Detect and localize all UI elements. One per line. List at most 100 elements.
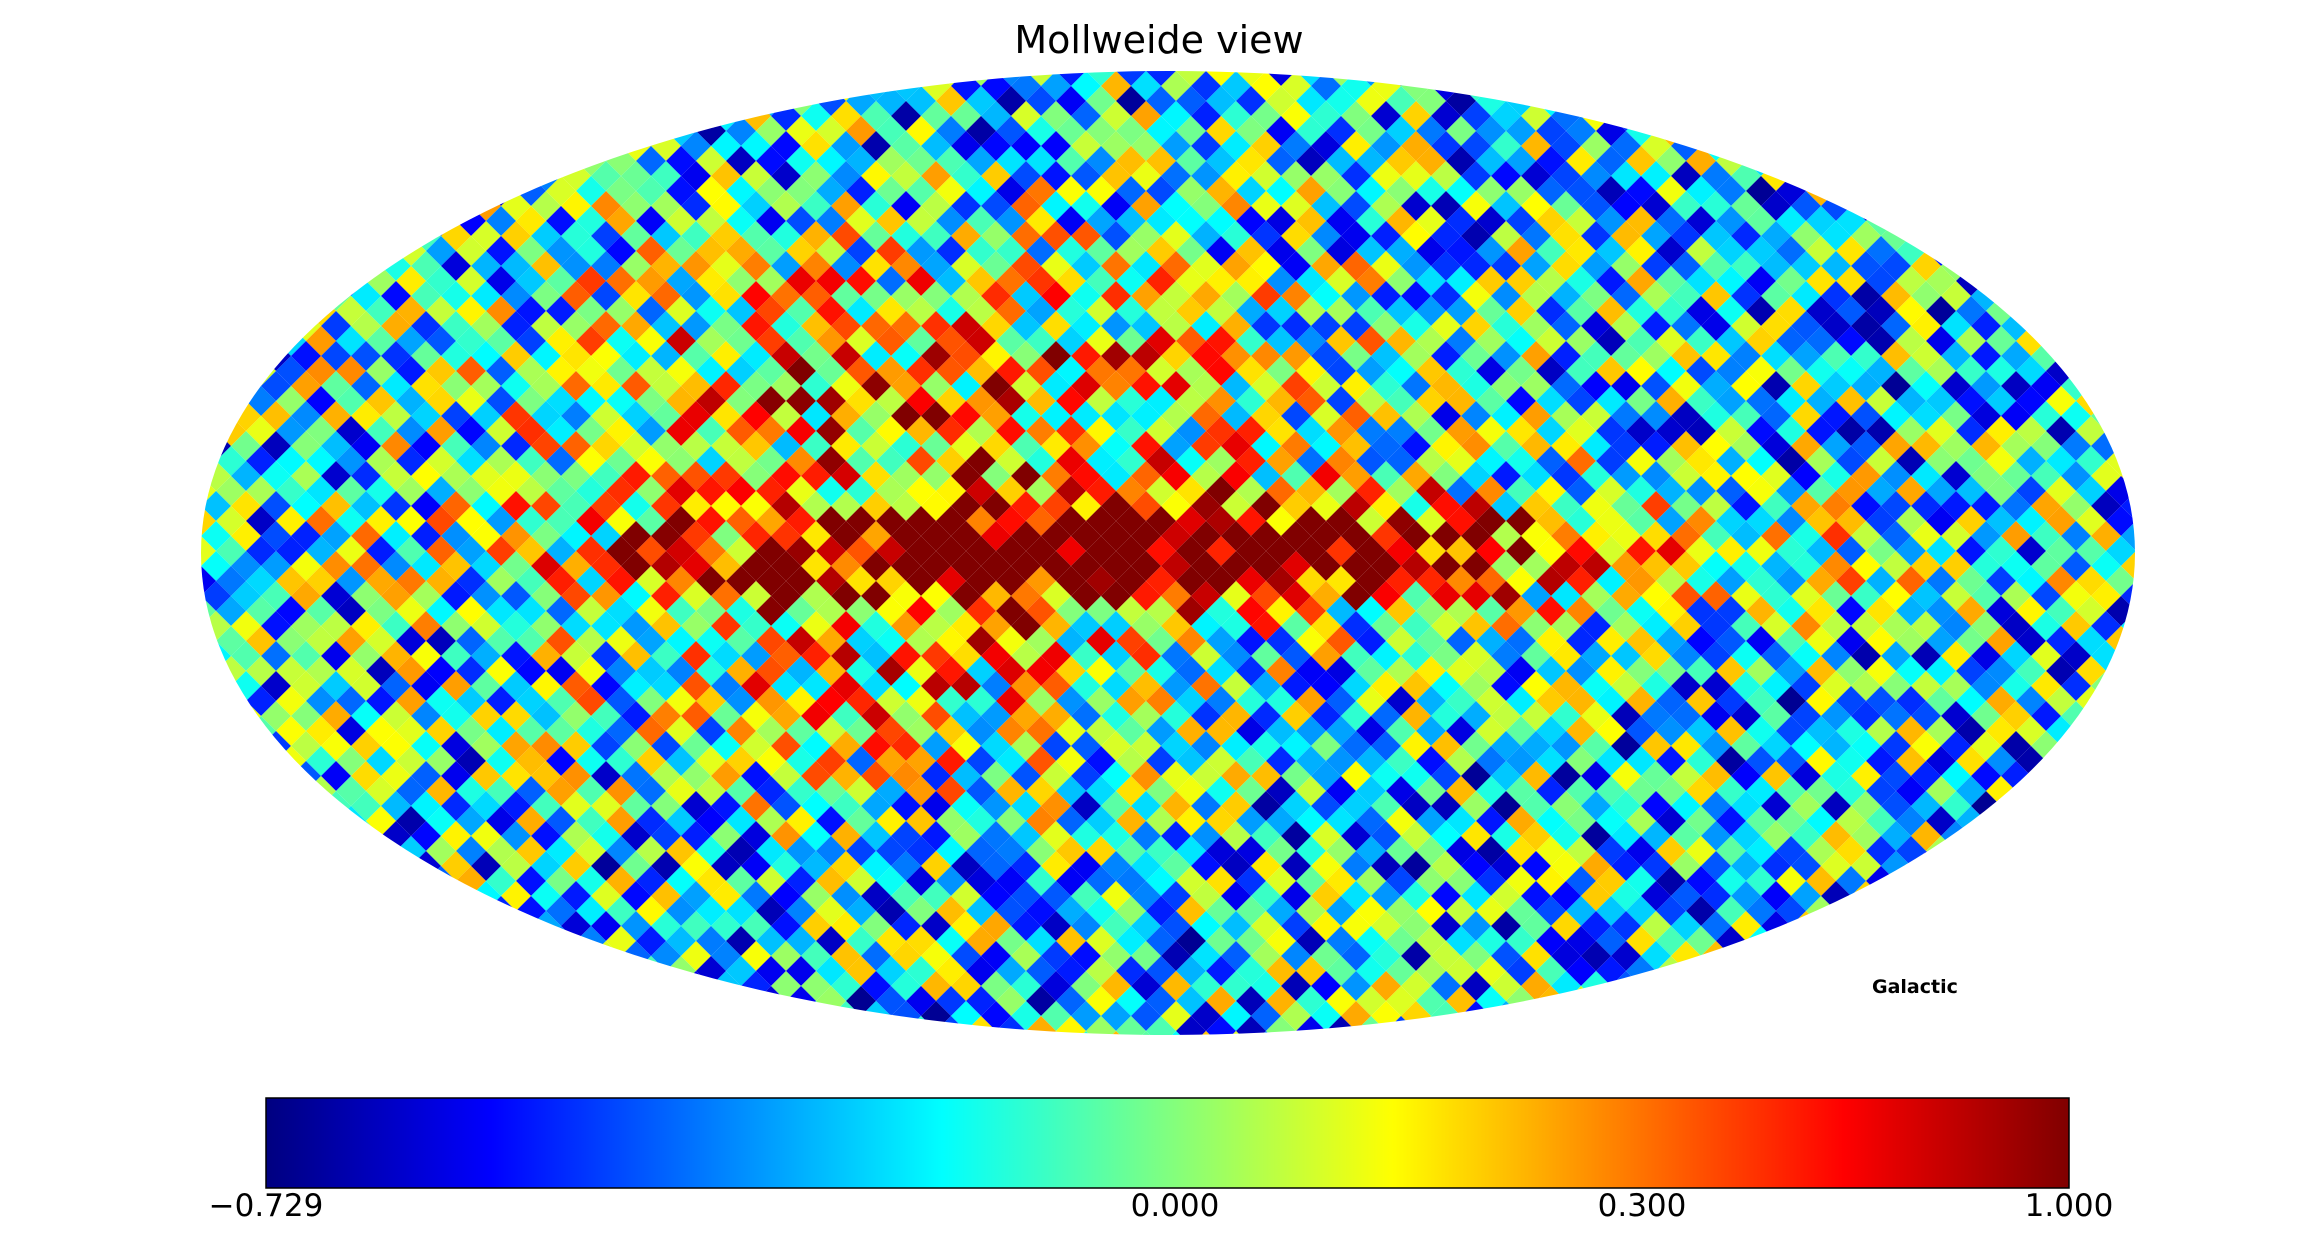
map-pixel xyxy=(1251,41,1281,71)
map-pixel xyxy=(2151,551,2181,581)
colorbar-tick-max: 1.000 xyxy=(2024,1188,2114,1224)
map-pixel xyxy=(1041,1031,1071,1035)
map-pixel xyxy=(1041,41,1071,71)
map-pixel xyxy=(201,401,231,431)
map-pixel xyxy=(1251,1031,1281,1035)
map-pixel xyxy=(396,866,426,896)
map-pixel xyxy=(2121,671,2135,701)
map-pixel xyxy=(276,776,306,806)
map-pixel xyxy=(606,956,636,986)
map-pixel xyxy=(171,521,201,551)
map-pixel xyxy=(2136,626,2166,656)
map-pixel xyxy=(381,221,411,251)
map-pixel xyxy=(366,836,396,866)
map-pixel xyxy=(1731,941,1761,971)
map-pixel xyxy=(1101,41,1131,71)
map-pixel xyxy=(2106,386,2135,416)
map-pixel xyxy=(2001,791,2031,821)
map-pixel xyxy=(246,326,276,356)
map-pixel xyxy=(2076,716,2106,746)
map-pixel xyxy=(1986,806,2016,836)
map-pixel xyxy=(1281,1031,1311,1035)
map-pixel xyxy=(1416,71,1446,86)
map-pixel xyxy=(156,596,186,626)
map-pixel xyxy=(591,131,621,161)
map-pixel xyxy=(2106,416,2135,446)
map-pixel xyxy=(1131,1031,1161,1035)
map-pixel xyxy=(561,941,591,971)
map-pixel xyxy=(2121,431,2135,461)
colorbar-tick-mid: 0.300 xyxy=(1597,1188,1687,1224)
map-pixel xyxy=(156,536,186,566)
map-pixel xyxy=(1686,116,1716,146)
map-pixel xyxy=(456,896,486,926)
map-pixel xyxy=(261,761,291,791)
map-pixel xyxy=(2091,701,2121,731)
map-pixel xyxy=(1896,206,1926,236)
map-pixel xyxy=(441,191,471,221)
map-pixel xyxy=(2061,341,2091,371)
map-pixel xyxy=(201,416,216,446)
map-pixel xyxy=(1971,821,2001,851)
map-pixel xyxy=(501,161,531,191)
map-pixel xyxy=(1161,1031,1191,1035)
map-pixel xyxy=(681,101,711,131)
map-pixel xyxy=(1566,86,1596,116)
map-pixel xyxy=(2151,491,2181,521)
map-pixel xyxy=(546,146,576,176)
map-pixel xyxy=(1731,131,1761,161)
map-pixel xyxy=(156,506,186,536)
map-pixel xyxy=(1641,971,1671,1001)
map-pixel xyxy=(171,491,201,521)
map-pixel xyxy=(2151,521,2181,551)
map-pixel xyxy=(1821,911,1851,941)
map-pixel xyxy=(2121,641,2135,671)
map-pixel xyxy=(216,386,246,416)
map-pixel xyxy=(1011,1031,1041,1035)
map-pixel xyxy=(171,581,201,611)
map-pixel xyxy=(1161,41,1191,71)
colorbar xyxy=(265,1097,2070,1189)
map-pixel xyxy=(246,746,276,776)
map-pixel xyxy=(171,611,201,641)
map-pixel xyxy=(726,986,756,1016)
map-pixel xyxy=(261,311,291,341)
map-pixel xyxy=(2061,731,2091,761)
map-pixel xyxy=(1521,1001,1551,1031)
chart-title: Mollweide view xyxy=(1014,18,1304,62)
map-pixel xyxy=(2001,281,2031,311)
map-pixel xyxy=(201,671,231,701)
map-pixel xyxy=(1776,926,1806,956)
map-pixel xyxy=(981,1031,1011,1035)
map-pixel xyxy=(1641,101,1671,131)
map-pixel xyxy=(1896,866,1926,896)
map-pixel xyxy=(2076,356,2106,386)
colorbar-tick-zero: 0.000 xyxy=(1130,1188,1220,1224)
map-pixel xyxy=(2106,686,2135,716)
map-pixel xyxy=(906,71,936,86)
map-pixel xyxy=(2136,536,2166,566)
map-pixel xyxy=(291,281,321,311)
map-pixel xyxy=(1191,41,1221,71)
map-pixel xyxy=(1881,881,1911,911)
map-pixel xyxy=(2016,296,2046,326)
map-pixel xyxy=(1836,896,1866,926)
map-pixel xyxy=(726,86,756,116)
map-pixel xyxy=(2046,326,2076,356)
map-pixel xyxy=(201,656,216,686)
map-pixel xyxy=(1686,956,1716,986)
map-pixel xyxy=(2136,446,2166,476)
map-pixel xyxy=(276,296,306,326)
map-pixel xyxy=(2031,311,2061,341)
map-pixel xyxy=(801,1001,831,1031)
map-pixel xyxy=(1986,266,2016,296)
map-pixel xyxy=(2136,596,2166,626)
map-pixel xyxy=(1596,986,1626,1016)
map-pixel xyxy=(876,1016,906,1035)
map-pixel xyxy=(201,626,216,656)
map-pixel xyxy=(1311,1031,1341,1035)
map-pixel xyxy=(1776,146,1806,176)
map-pixel xyxy=(1446,1016,1476,1035)
map-pixel xyxy=(171,641,201,671)
